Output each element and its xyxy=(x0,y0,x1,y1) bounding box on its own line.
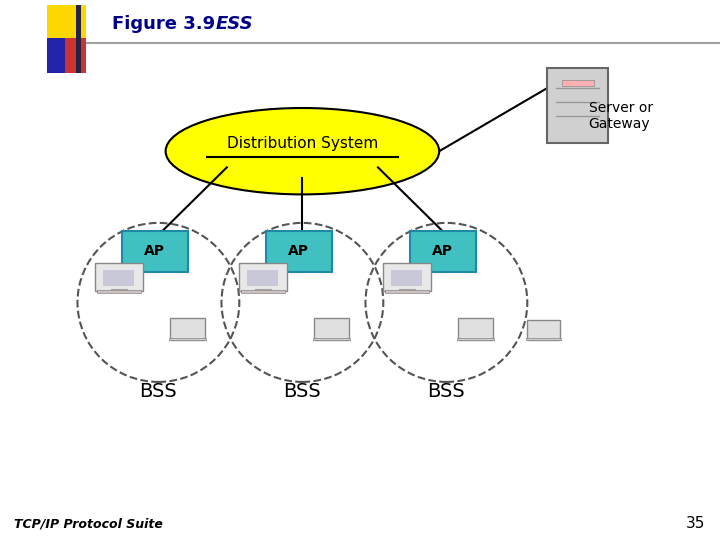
Bar xyxy=(241,289,284,293)
FancyBboxPatch shape xyxy=(266,231,331,272)
FancyBboxPatch shape xyxy=(547,68,608,143)
FancyBboxPatch shape xyxy=(527,320,560,340)
Text: BSS: BSS xyxy=(428,382,465,401)
Bar xyxy=(111,289,127,291)
Bar xyxy=(97,289,140,293)
Ellipse shape xyxy=(166,108,439,194)
Text: AP: AP xyxy=(288,244,310,258)
Text: AP: AP xyxy=(432,244,454,258)
Bar xyxy=(399,289,415,291)
Text: AP: AP xyxy=(144,244,166,258)
FancyBboxPatch shape xyxy=(95,264,143,291)
Bar xyxy=(456,338,494,340)
Text: BSS: BSS xyxy=(140,382,177,401)
Bar xyxy=(47,5,86,40)
Bar xyxy=(47,38,65,73)
Bar xyxy=(526,338,561,340)
Bar xyxy=(168,338,206,340)
FancyBboxPatch shape xyxy=(314,319,348,340)
Bar xyxy=(248,270,278,286)
FancyBboxPatch shape xyxy=(239,264,287,291)
Text: Figure 3.9: Figure 3.9 xyxy=(112,15,215,33)
Bar xyxy=(312,338,350,340)
Text: ESS: ESS xyxy=(216,15,253,33)
Text: 35: 35 xyxy=(686,516,706,531)
Bar xyxy=(392,270,422,286)
Text: BSS: BSS xyxy=(284,382,321,401)
Bar xyxy=(385,289,428,293)
FancyBboxPatch shape xyxy=(383,264,431,291)
Bar xyxy=(562,80,594,86)
Bar xyxy=(255,289,271,291)
Text: Server or
Gateway: Server or Gateway xyxy=(589,101,653,131)
Bar xyxy=(104,270,134,286)
FancyBboxPatch shape xyxy=(410,231,475,272)
Bar xyxy=(47,38,86,73)
Text: TCP/IP Protocol Suite: TCP/IP Protocol Suite xyxy=(14,517,163,530)
Text: Distribution System: Distribution System xyxy=(227,136,378,151)
FancyBboxPatch shape xyxy=(170,319,204,340)
FancyBboxPatch shape xyxy=(458,319,492,340)
FancyBboxPatch shape xyxy=(122,231,187,272)
Bar xyxy=(76,5,81,73)
